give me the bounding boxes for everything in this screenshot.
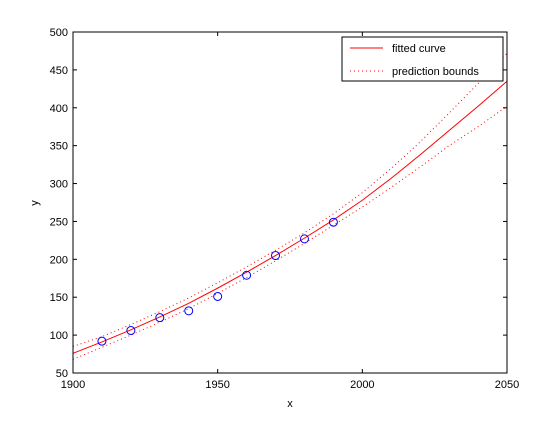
y-tick-label: 350 [50, 141, 68, 153]
y-tick-label: 200 [50, 254, 68, 266]
x-tick-label: 1900 [61, 379, 85, 391]
x-tick-label: 1950 [205, 379, 229, 391]
x-tick-label: 2050 [495, 379, 519, 391]
y-tick-label: 150 [50, 292, 68, 304]
legend-label-prediction-bounds: prediction bounds [392, 66, 479, 78]
y-tick-label: 400 [50, 103, 68, 115]
legend: fitted curve prediction bounds [342, 37, 503, 81]
legend-label-fitted-curve: fitted curve [392, 43, 446, 55]
y-tick-label: 100 [50, 330, 68, 342]
plot-area [73, 32, 507, 373]
y-axis-label: y [29, 200, 41, 206]
y-tick-label: 300 [50, 179, 68, 191]
y-tick-label: 500 [50, 27, 68, 39]
y-tick-label: 450 [50, 65, 68, 77]
x-axis-label: x [287, 398, 293, 410]
x-tick-label: 2000 [350, 379, 374, 391]
y-tick-label: 250 [50, 216, 68, 228]
y-tick-label: 50 [56, 368, 68, 380]
